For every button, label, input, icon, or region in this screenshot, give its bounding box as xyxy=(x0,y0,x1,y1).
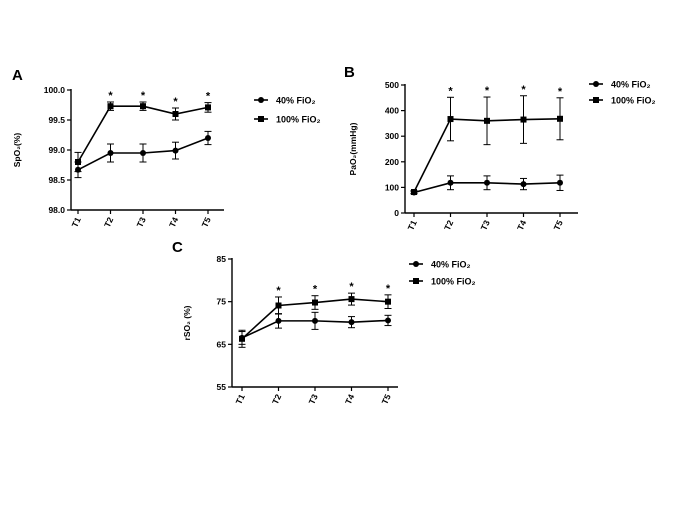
significance-marker: * xyxy=(108,90,113,102)
x-tick-label: T1 xyxy=(234,392,247,405)
y-tick-label: 400 xyxy=(385,106,399,116)
legend-marker-circle xyxy=(413,261,419,267)
y-tick-label: 200 xyxy=(385,157,399,167)
data-point-square xyxy=(107,103,114,110)
data-point-circle xyxy=(172,147,179,154)
x-tick-label: T5 xyxy=(552,218,565,231)
panel-letter: C xyxy=(172,239,183,256)
significance-marker: * xyxy=(386,283,391,295)
data-point-square xyxy=(205,104,211,111)
x-tick-label: T5 xyxy=(380,392,393,405)
data-point-circle xyxy=(557,179,563,186)
data-point-circle xyxy=(107,150,114,156)
x-tick-label: T3 xyxy=(307,392,320,405)
x-tick-label: T2 xyxy=(102,215,115,228)
y-tick-label: 55 xyxy=(217,382,227,392)
y-tick-label: 99.0 xyxy=(48,145,65,155)
data-point-square xyxy=(172,111,179,117)
data-point-circle xyxy=(348,319,355,326)
data-point-circle xyxy=(520,181,527,188)
x-tick-label: T3 xyxy=(479,218,492,231)
data-point-square xyxy=(239,335,245,342)
y-tick-label: 100 xyxy=(385,182,399,192)
y-tick-label: 300 xyxy=(385,131,399,141)
data-point-circle xyxy=(447,179,454,186)
legend-label: 100% FiO₂ xyxy=(276,115,321,125)
data-point-square xyxy=(312,299,318,306)
legend-label: 40% FiO₂ xyxy=(431,260,471,270)
data-point-circle xyxy=(205,135,211,141)
y-axis-label: rSO₂ (%) xyxy=(182,305,192,340)
data-point-square xyxy=(557,115,563,122)
y-axis-label: SpO₂(%) xyxy=(12,133,22,168)
data-point-square xyxy=(484,117,490,124)
y-tick-label: 0 xyxy=(394,208,399,218)
legend-label: 40% FiO₂ xyxy=(611,80,651,90)
panel-letter: A xyxy=(12,67,23,84)
x-tick-label: T4 xyxy=(515,218,528,231)
legend-entry-40pct: 40% FiO₂ xyxy=(254,96,316,106)
legend-entry-100pct: 100% FiO₂ xyxy=(409,277,476,287)
y-axis-label: PaO₂(mmHg) xyxy=(348,122,358,175)
significance-marker: * xyxy=(206,91,211,103)
significance-marker: * xyxy=(141,90,146,102)
y-tick-label: 100.0 xyxy=(44,85,66,95)
y-tick-label: 85 xyxy=(217,254,227,264)
significance-marker: * xyxy=(276,285,281,297)
x-tick-label: T2 xyxy=(270,392,283,405)
legend-entry-100pct: 100% FiO₂ xyxy=(589,96,656,106)
data-point-square xyxy=(447,116,454,123)
legend-marker-circle xyxy=(593,81,599,87)
legend-marker-circle xyxy=(258,97,264,103)
significance-marker: * xyxy=(521,84,526,96)
data-point-square xyxy=(75,159,81,165)
data-point-square xyxy=(385,298,391,305)
chart-panel-c: C 55 65 75 85 T1 T2 T3 T4 T5 rSO₂ (%) * * * * 40% FiO₂ 1… xyxy=(172,239,476,406)
significance-marker: * xyxy=(173,96,178,108)
legend-label: 100% FiO₂ xyxy=(431,277,476,287)
legend-label: 40% FiO₂ xyxy=(276,96,316,106)
y-tick-label: 500 xyxy=(385,80,399,90)
legend-marker-square xyxy=(593,97,599,103)
data-point-square xyxy=(520,116,527,123)
legend-entry-40pct: 40% FiO₂ xyxy=(409,260,471,270)
legend-marker-square xyxy=(413,278,419,284)
y-tick-label: 98.5 xyxy=(48,175,65,185)
chart-panel-a: A 98.0 98.5 99.0 99.5 100.0 T1 T2 T3 T4 T5 SpO₂(%) *… xyxy=(12,67,321,229)
significance-marker: * xyxy=(313,284,318,296)
y-tick-label: 65 xyxy=(217,339,227,349)
data-point-square xyxy=(275,302,282,309)
legend-marker-square xyxy=(258,116,264,122)
x-tick-label: T4 xyxy=(167,215,180,228)
significance-marker: * xyxy=(558,86,563,98)
x-tick-label: T2 xyxy=(442,218,455,231)
x-tick-label: T1 xyxy=(406,218,419,231)
significance-marker: * xyxy=(485,85,490,97)
data-point-circle xyxy=(140,150,146,156)
y-tick-label: 75 xyxy=(217,297,227,307)
x-tick-label: T3 xyxy=(135,215,148,228)
data-point-circle xyxy=(275,317,282,324)
panel-letter: B xyxy=(344,64,355,81)
x-tick-label: T1 xyxy=(70,215,83,228)
data-point-circle xyxy=(484,179,490,186)
x-tick-label: T5 xyxy=(200,215,213,228)
legend-label: 100% FiO₂ xyxy=(611,96,656,106)
legend-entry-100pct: 100% FiO₂ xyxy=(254,115,321,125)
data-point-square xyxy=(411,189,417,196)
chart-panel-b: B 0 100 200 300 400 500 T1 T2 T3 T4 T5 PaO₂(mmHg) * * *… xyxy=(344,64,656,232)
data-point-circle xyxy=(312,317,318,324)
legend-entry-40pct: 40% FiO₂ xyxy=(589,80,651,90)
data-point-circle xyxy=(385,317,391,324)
y-tick-label: 99.5 xyxy=(48,115,65,125)
significance-marker: * xyxy=(448,85,453,97)
x-tick-label: T4 xyxy=(343,392,356,405)
significance-marker: * xyxy=(349,281,354,293)
data-point-square xyxy=(140,103,146,110)
y-tick-label: 98.0 xyxy=(48,205,65,215)
data-point-square xyxy=(348,296,355,303)
